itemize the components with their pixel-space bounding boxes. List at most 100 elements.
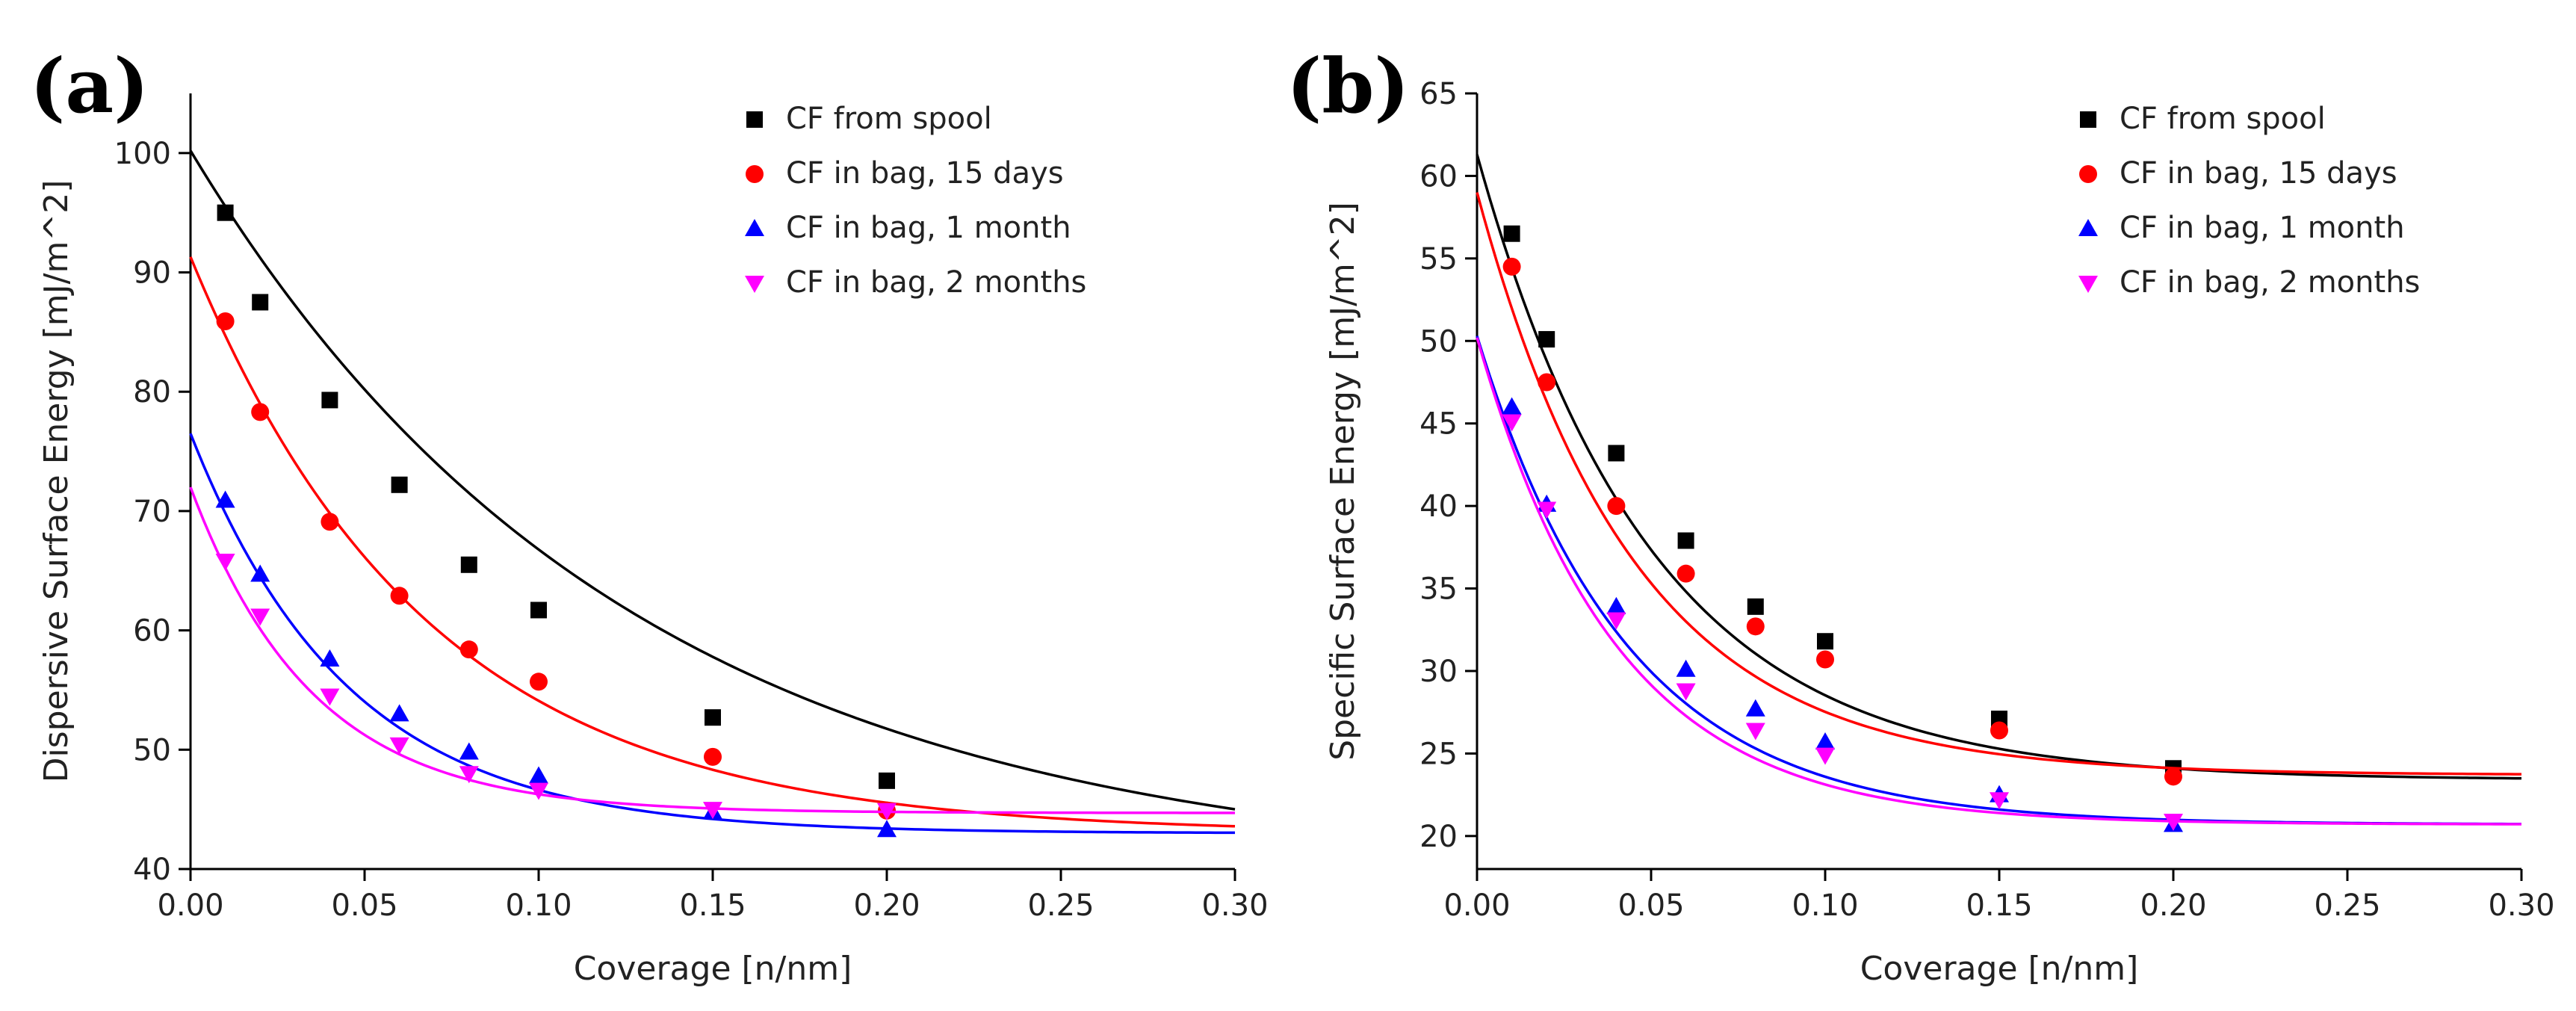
legend-label: CF in bag, 2 months xyxy=(786,265,1086,300)
panel-b: (b) 0.00 0.05 0.10 0.15 0.20 0.25 0.30 20 25 30 35 4… xyxy=(1287,42,2555,988)
data-point xyxy=(1606,596,1626,614)
y-tick-label: 80 xyxy=(133,375,171,409)
y-axis-title: Dispersive Surface Energy [mJ/m^2] xyxy=(37,180,75,783)
legend-entry: CF in bag, 1 month xyxy=(745,211,1071,245)
data-point xyxy=(1607,497,1626,516)
legend-label: CF in bag, 15 days xyxy=(2120,156,2397,191)
y-tick-label: 25 xyxy=(1419,737,1458,771)
y-tick-label: 90 xyxy=(133,256,171,291)
fit-curve xyxy=(189,256,1236,828)
fit-curve xyxy=(1476,154,2522,780)
series-3 xyxy=(189,486,1235,820)
x-tick-label: 0.00 xyxy=(157,888,223,923)
data-point xyxy=(390,587,409,605)
data-point xyxy=(216,312,235,331)
x-tick-label: 0.20 xyxy=(853,888,920,923)
data-point xyxy=(252,294,269,311)
y-tick-label: 100 xyxy=(114,137,171,171)
legend-label: CF from spool xyxy=(2120,102,2326,136)
data-point xyxy=(215,490,235,508)
data-point xyxy=(1676,564,1695,583)
legend-entry: CF in bag, 2 months xyxy=(745,265,1086,300)
data-point xyxy=(321,513,339,531)
legend-label: CF in bag, 1 month xyxy=(786,211,1071,245)
fit-curve xyxy=(189,433,1236,835)
y-tick-label: 40 xyxy=(133,853,171,887)
data-point xyxy=(217,204,234,221)
x-tick-label: 0.05 xyxy=(331,888,397,923)
x-tick-label: 0.20 xyxy=(2140,888,2206,923)
legend-entry: CF in bag, 15 days xyxy=(746,156,1064,191)
data-point xyxy=(2164,767,2182,786)
data-point xyxy=(1676,659,1696,677)
y-tick-label: 20 xyxy=(1419,820,1458,854)
data-point xyxy=(1746,617,1765,636)
data-point xyxy=(1502,414,1522,432)
series-0 xyxy=(189,149,1236,811)
data-point xyxy=(1676,683,1696,701)
data-point xyxy=(389,737,409,755)
legend-entry: CF in bag, 2 months xyxy=(2078,265,2420,300)
data-point xyxy=(321,392,338,409)
x-tick-label: 0.15 xyxy=(679,888,746,923)
data-point xyxy=(2164,813,2183,831)
data-point xyxy=(250,564,270,582)
x-tick-label: 0.15 xyxy=(1966,888,2032,923)
legend-entry: CF from spool xyxy=(746,102,992,136)
data-point xyxy=(1538,331,1555,348)
data-point xyxy=(705,709,721,726)
legend-marker xyxy=(746,111,763,128)
data-point xyxy=(251,403,270,421)
legend-entry: CF from spool xyxy=(2080,102,2326,136)
y-tick-label: 30 xyxy=(1419,655,1458,689)
y-tick-label: 65 xyxy=(1419,77,1458,111)
data-point xyxy=(704,747,722,766)
data-point xyxy=(1538,373,1556,392)
legend-label: CF in bag, 15 days xyxy=(786,156,1064,191)
y-tick-label: 40 xyxy=(1419,489,1458,524)
data-point xyxy=(1747,598,1764,615)
data-point xyxy=(460,556,477,573)
data-point xyxy=(250,608,270,626)
data-point xyxy=(529,782,548,800)
panel-label: (a) xyxy=(30,42,149,130)
legend-marker xyxy=(2080,111,2096,128)
legend-label: CF in bag, 1 month xyxy=(2120,211,2405,245)
data-point xyxy=(1503,225,1520,242)
panel-a: (a) 0.00 0.05 0.10 0.15 0.20 0.25 0.30 40 50 60 70 8… xyxy=(30,42,1269,988)
fit-curve xyxy=(189,149,1236,811)
data-point xyxy=(1537,501,1557,519)
data-point xyxy=(1815,732,1835,749)
legend-label: CF in bag, 2 months xyxy=(2120,265,2420,300)
data-point xyxy=(1502,397,1522,415)
y-tick-label: 45 xyxy=(1419,407,1458,442)
y-tick-label: 55 xyxy=(1419,242,1458,276)
series-1 xyxy=(1476,192,2522,786)
data-point xyxy=(877,803,897,820)
x-tick-label: 0.25 xyxy=(1027,888,1094,923)
legend-marker xyxy=(746,165,764,183)
x-tick-label: 0.30 xyxy=(2488,888,2554,923)
y-tick-label: 70 xyxy=(133,495,171,529)
legend-marker xyxy=(2078,276,2098,293)
x-tick-label: 0.25 xyxy=(2314,888,2380,923)
data-point xyxy=(1745,699,1765,717)
y-axis-title: Specific Surface Energy [mJ/m^2] xyxy=(1324,202,1362,761)
data-point xyxy=(459,766,479,784)
fit-curve xyxy=(1476,337,2522,826)
y-tick-label: 35 xyxy=(1419,572,1458,607)
legend-label: CF from spool xyxy=(786,102,992,136)
data-point xyxy=(703,802,722,820)
data-point xyxy=(215,553,235,571)
series-2 xyxy=(189,433,1236,838)
series-0 xyxy=(1476,154,2522,780)
y-tick-label: 60 xyxy=(133,614,171,649)
data-point xyxy=(459,742,479,760)
data-point xyxy=(530,602,547,619)
legend-marker xyxy=(2079,165,2097,183)
data-point xyxy=(1817,633,1833,650)
data-point xyxy=(1816,650,1834,669)
data-point xyxy=(320,649,340,667)
data-point xyxy=(1502,257,1521,276)
legend-entry: CF in bag, 15 days xyxy=(2079,156,2397,191)
